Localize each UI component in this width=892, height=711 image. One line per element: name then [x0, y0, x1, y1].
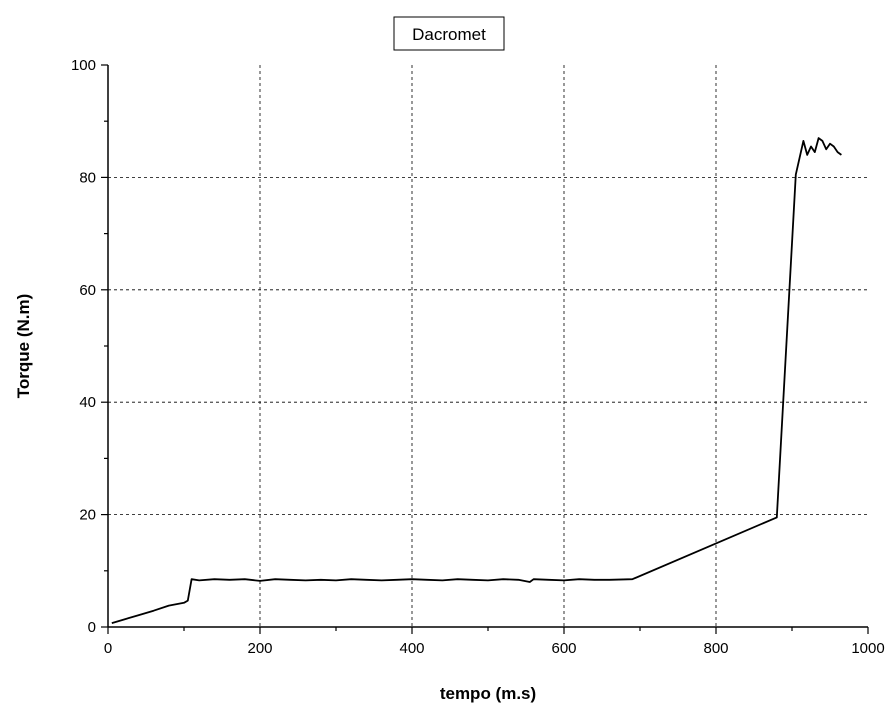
y-axis-title: Torque (N.m): [14, 294, 33, 399]
y-tick-label-80: 80: [79, 169, 96, 186]
x-tick-label-800: 800: [703, 640, 728, 657]
ticks: 0 200 400 600 800 1000 0 20 40 60 80 100: [71, 57, 885, 657]
x-tick-label-0: 0: [104, 640, 112, 657]
title-box: Dacromet: [393, 16, 505, 51]
grid-lines: [108, 65, 868, 627]
x-axis-title: tempo (m.s): [440, 684, 536, 703]
title-box-border: [393, 16, 505, 51]
x-tick-label-1000: 1000: [851, 640, 884, 657]
x-tick-label-400: 400: [399, 640, 424, 657]
y-tick-label-20: 20: [79, 507, 96, 524]
y-tick-label-40: 40: [79, 394, 96, 411]
x-tick-label-200: 200: [247, 640, 272, 657]
series: [111, 137, 842, 624]
chart-title: Dacromet: [412, 25, 486, 44]
y-tick-label-0: 0: [88, 619, 96, 636]
x-tick-label-600: 600: [551, 640, 576, 657]
y-tick-label-60: 60: [79, 282, 96, 299]
series-line-0: [111, 137, 842, 624]
y-tick-label-100: 100: [71, 57, 96, 74]
